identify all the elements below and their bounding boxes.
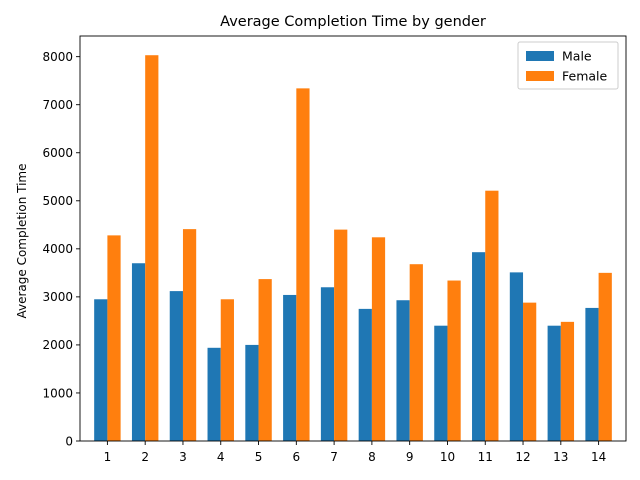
legend-swatch-male bbox=[526, 51, 554, 61]
legend-label-female: Female bbox=[562, 69, 608, 84]
x-tick-label-2: 2 bbox=[141, 450, 149, 464]
bar-female-4 bbox=[220, 299, 234, 441]
y-tick-label-1000: 1000 bbox=[42, 386, 73, 400]
bar-male-14 bbox=[585, 307, 599, 441]
plot-frame bbox=[79, 35, 627, 442]
bar-female-9 bbox=[409, 264, 423, 441]
bar-male-4 bbox=[207, 347, 221, 441]
y-axis-label: Average Completion Time bbox=[15, 163, 29, 318]
x-tick-label-12: 12 bbox=[515, 450, 530, 464]
y-tick-label-5000: 5000 bbox=[42, 194, 73, 208]
x-tick-label-6: 6 bbox=[293, 450, 301, 464]
bar-female-2 bbox=[145, 55, 159, 442]
bar-female-1 bbox=[107, 235, 121, 441]
bar-male-13 bbox=[547, 325, 561, 441]
chart-title: Average Completion Time by gender bbox=[220, 14, 486, 30]
legend: Male Female bbox=[517, 41, 619, 90]
bar-male-1 bbox=[94, 299, 108, 441]
x-tick-label-3: 3 bbox=[179, 450, 187, 464]
x-tick-label-5: 5 bbox=[255, 450, 263, 464]
bar-female-5 bbox=[258, 279, 272, 441]
y-tick-label-6000: 6000 bbox=[42, 146, 73, 160]
bar-female-12 bbox=[523, 302, 537, 441]
x-tick-label-9: 9 bbox=[406, 450, 414, 464]
x-tick-label-7: 7 bbox=[330, 450, 338, 464]
y-tick-label-2000: 2000 bbox=[42, 338, 73, 352]
bar-male-2 bbox=[131, 263, 146, 441]
legend-label-male: Male bbox=[562, 49, 592, 64]
bar-female-13 bbox=[560, 321, 575, 441]
y-tick-label-0: 0 bbox=[65, 434, 73, 448]
bar-male-3 bbox=[169, 291, 183, 441]
y-tick-label-4000: 4000 bbox=[42, 242, 73, 256]
y-tick-label-7000: 7000 bbox=[42, 98, 73, 112]
y-tick-label-3000: 3000 bbox=[42, 290, 73, 304]
bars-group bbox=[94, 55, 612, 442]
x-tick-label-11: 11 bbox=[478, 450, 493, 464]
bar-male-9 bbox=[396, 300, 410, 441]
bar-female-8 bbox=[371, 237, 386, 441]
bar-male-5 bbox=[245, 344, 259, 441]
y-tick-label-8000: 8000 bbox=[42, 50, 73, 64]
bar-male-10 bbox=[434, 325, 448, 441]
x-tick-label-4: 4 bbox=[217, 450, 225, 464]
x-tick-label-8: 8 bbox=[368, 450, 376, 464]
x-tick-label-1: 1 bbox=[104, 450, 112, 464]
x-tick-label-10: 10 bbox=[440, 450, 455, 464]
bar-female-11 bbox=[485, 190, 499, 441]
bar-male-7 bbox=[320, 287, 335, 441]
x-tick-label-13: 13 bbox=[553, 450, 568, 464]
x-tick-label-14: 14 bbox=[591, 450, 606, 464]
bar-female-6 bbox=[296, 88, 310, 441]
bar-male-12 bbox=[509, 272, 524, 441]
legend-swatch-female bbox=[526, 71, 554, 81]
bar-male-8 bbox=[358, 308, 372, 441]
bar-female-14 bbox=[598, 272, 612, 441]
bar-male-11 bbox=[472, 252, 486, 441]
bar-female-3 bbox=[182, 229, 197, 441]
bar-male-6 bbox=[283, 294, 297, 441]
bar-female-10 bbox=[447, 280, 461, 441]
bar-female-7 bbox=[334, 229, 348, 441]
